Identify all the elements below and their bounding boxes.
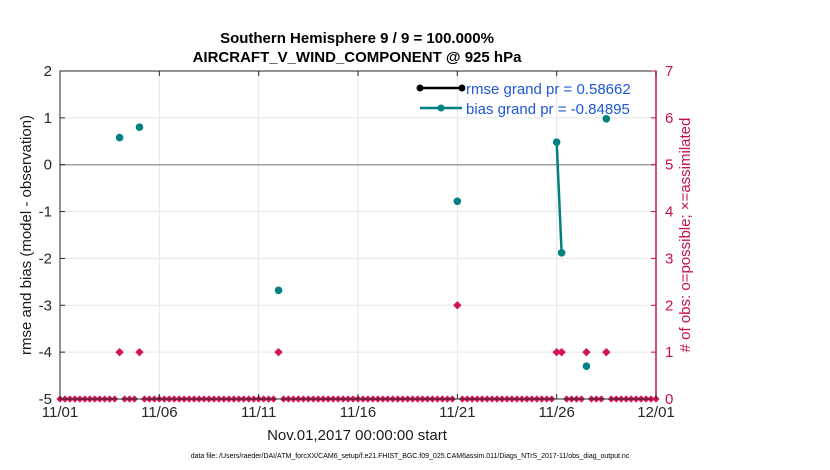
y-right-tick-label: 7 [665, 63, 673, 80]
obs-count-marker [115, 347, 124, 357]
x-axis-label: Nov.01,2017 00:00:00 start [267, 427, 448, 444]
obs-count-marker [557, 347, 566, 357]
obs-count-marker [274, 347, 283, 357]
bias-point [552, 138, 561, 147]
y-left-tick-label: -4 [39, 344, 52, 361]
legend: rmse grand pr = 0.58662 bias grand pr = … [416, 81, 631, 118]
y-axis-left: -5 -4 -3 -2 -1 0 1 2 [39, 63, 65, 408]
data-file-footer: data file: /Users/raeder/DAI/ATM_forcXX/… [191, 453, 630, 460]
x-axis: 11/01 11/06 11/11 11/16 11/21 11/26 12/01 [42, 71, 675, 421]
x-tick-label: 11/21 [439, 404, 475, 421]
x-tick-label: 11/06 [141, 404, 177, 421]
y-right-tick-label: 6 [665, 110, 673, 127]
y-left-tick-label: -3 [39, 297, 52, 314]
y-right-tick-label: 5 [665, 157, 673, 174]
y-left-tick-label: 1 [44, 110, 52, 127]
y-right-tick-label: 0 [665, 391, 673, 408]
bias-point [602, 114, 611, 123]
legend-bias-marker [437, 104, 445, 112]
obs-count-marker [582, 347, 591, 357]
x-tick-label: 12/01 [637, 404, 675, 421]
y-right-tick-label: 3 [665, 250, 673, 267]
y-left-tick-label: 0 [44, 157, 52, 174]
x-tick-label: 11/16 [340, 404, 376, 421]
chart-title-line1: Southern Hemisphere 9 / 9 = 100.000% [220, 30, 494, 47]
obs-count-marker [453, 301, 462, 310]
bias-point [453, 197, 462, 206]
y-left-tick-label: -5 [39, 391, 52, 408]
bias-line-segment [555, 142, 563, 253]
obs-count-marker [602, 347, 611, 357]
y-right-tick-label: 2 [665, 297, 673, 314]
y-right-tick-label: 1 [665, 344, 673, 361]
y-right-tick-label: 4 [665, 204, 673, 221]
bias-point [274, 286, 283, 295]
y-axis-left-label: rmse and bias (model - observation) [18, 115, 35, 355]
legend-rmse-marker [458, 84, 466, 92]
bias-series [115, 114, 611, 371]
obs-count-marker [552, 347, 561, 357]
y-axis-right: 0 1 2 3 4 5 6 7 [651, 63, 673, 408]
obs-count-marker [135, 347, 144, 357]
legend-rmse-label: rmse grand pr = 0.58662 [466, 81, 631, 98]
legend-rmse-marker [416, 84, 424, 92]
bias-point [115, 133, 124, 142]
bias-point [135, 123, 144, 132]
x-tick-label: 11/26 [538, 404, 574, 421]
y-axis-right-label: # of obs: o=possible; ×=assimilated [677, 118, 694, 353]
y-left-tick-label: -2 [39, 250, 52, 267]
y-left-tick-label: -1 [39, 204, 52, 221]
bias-point [582, 362, 591, 371]
y-left-tick-label: 2 [44, 63, 52, 80]
bias-point [557, 249, 566, 257]
x-tick-label: 11/01 [42, 404, 78, 421]
x-tick-label: 11/11 [241, 404, 276, 421]
legend-bias-label: bias grand pr = -0.84895 [466, 101, 630, 118]
chart-title-line2: AIRCRAFT_V_WIND_COMPONENT @ 925 hPa [193, 49, 523, 66]
